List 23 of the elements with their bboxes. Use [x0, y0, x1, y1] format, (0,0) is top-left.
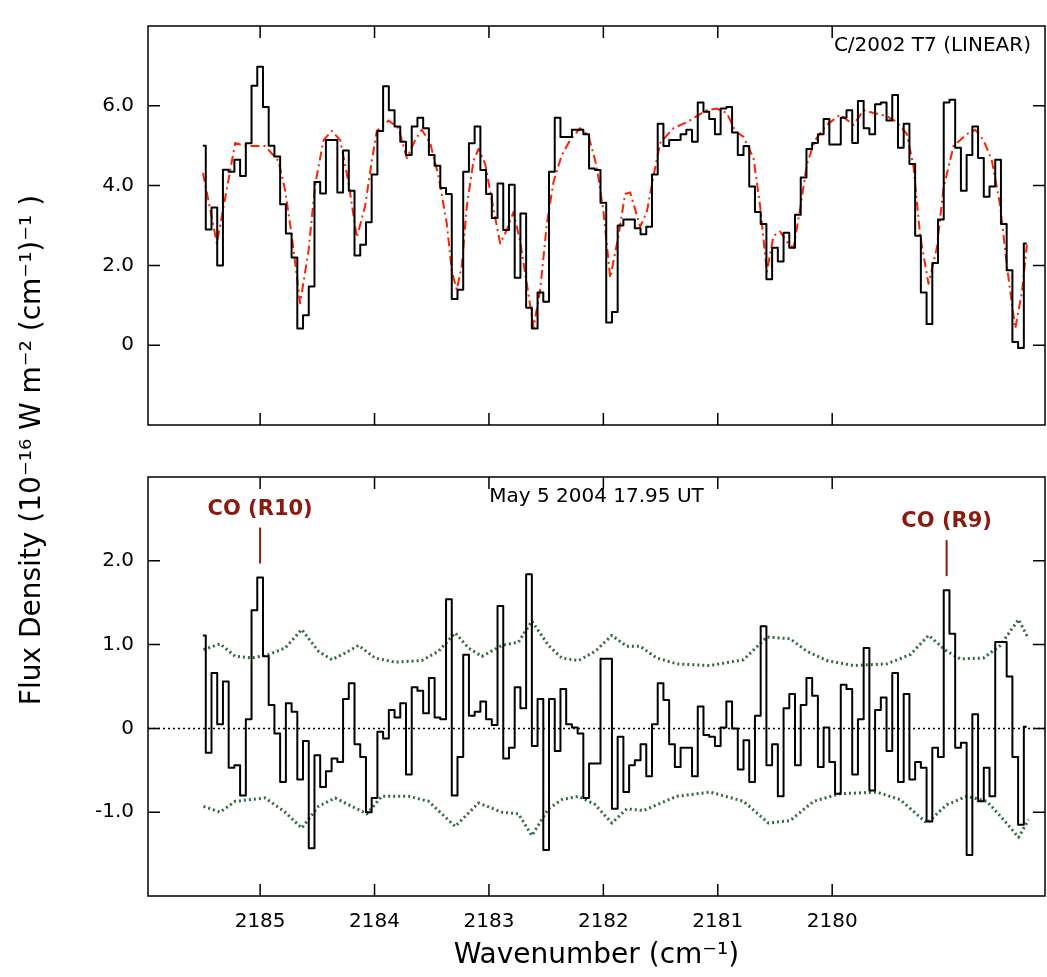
- x-tick-label: 2182: [577, 908, 629, 933]
- y-tick-label: 1.0: [102, 630, 134, 655]
- y-tick-label: 6.0: [102, 92, 134, 116]
- line-series: [201, 790, 1031, 839]
- chart-title: May 5 2004 17.95 UT: [489, 483, 705, 508]
- chart-title: C/2002 T7 (LINEAR): [833, 32, 1031, 57]
- y-tick-label: 2.0: [102, 547, 134, 571]
- x-axis-title: Wavenumber (cm⁻¹): [453, 937, 740, 971]
- annotation: CO (R9): [901, 508, 992, 533]
- line-series: [201, 107, 1028, 330]
- x-tick-label: 2180: [806, 908, 858, 933]
- annotation: CO (R10): [207, 495, 313, 520]
- y-axis-title: Flux Density (10⁻¹⁶ W m⁻² (cm⁻¹)⁻¹ ): [13, 194, 47, 706]
- line-series: [201, 617, 1031, 668]
- y-tick-label: 0: [121, 331, 134, 356]
- y-tick-label: 4.0: [102, 171, 134, 196]
- x-tick-label: 2181: [692, 908, 744, 933]
- x-tick-label: 2184: [349, 908, 400, 933]
- y-tick-label: -1.0: [94, 798, 134, 823]
- y-tick-label: 2.0: [102, 251, 134, 276]
- x-tick-label: 2185: [234, 908, 286, 933]
- x-tick-label: 2183: [463, 908, 515, 933]
- y-tick-label: 0: [121, 714, 134, 739]
